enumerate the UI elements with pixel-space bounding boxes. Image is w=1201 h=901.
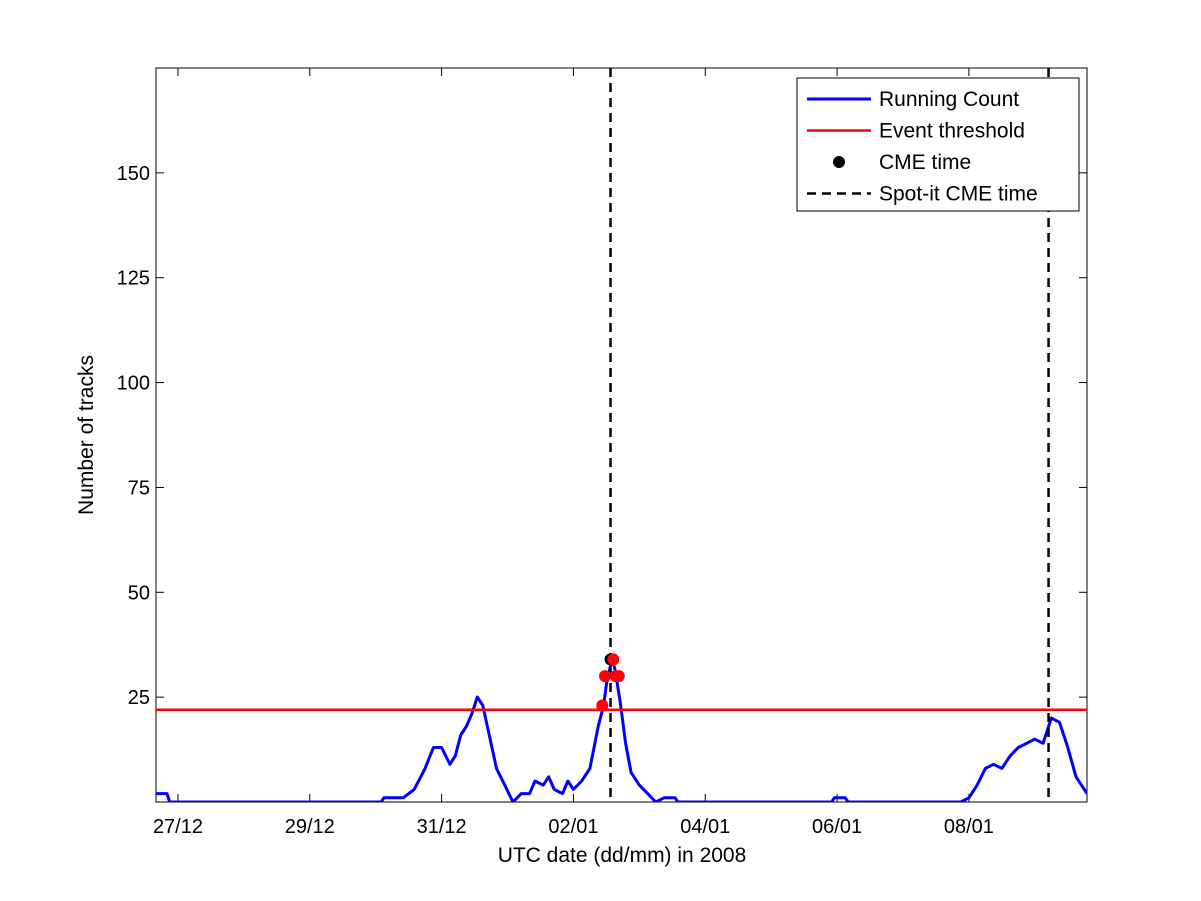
x-tick-label: 08/01: [944, 816, 994, 838]
event-marker: [607, 653, 620, 666]
event-marker: [596, 699, 609, 712]
y-tick-label: 125: [117, 268, 150, 290]
x-tick-label: 27/12: [153, 816, 203, 838]
legend-label: Running Count: [879, 88, 1019, 111]
x-tick-label: 02/01: [548, 816, 598, 838]
event-marker: [612, 670, 625, 683]
x-tick-label: 06/01: [812, 816, 862, 838]
y-axis-label: Number of tracks: [75, 355, 98, 515]
x-tick-label: 04/01: [680, 816, 730, 838]
legend: Running Count Event threshold CME time Spot…: [796, 77, 1080, 212]
legend-label: Spot-it CME time: [879, 183, 1038, 206]
y-tick-label: 150: [117, 163, 150, 185]
x-tick-label: 31/12: [417, 816, 467, 838]
axes: 25 50 75 100 125 150 27/12 29/12 31/12 02/01 04/01…: [117, 67, 1088, 838]
y-tick-label: 75: [128, 477, 150, 499]
legend-swatch-cme-time: [833, 156, 845, 168]
legend-label: CME time: [879, 151, 971, 174]
event-marker: [599, 670, 612, 683]
x-tick-label: 29/12: [285, 816, 335, 838]
legend-label: Event threshold: [879, 120, 1025, 143]
y-tick-label: 25: [128, 687, 150, 709]
y-tick-label: 50: [128, 582, 150, 604]
y-tick-label: 100: [117, 373, 150, 395]
x-axis-label: UTC date (dd/mm) in 2008: [498, 844, 747, 867]
plot-frame: [155, 67, 1088, 803]
